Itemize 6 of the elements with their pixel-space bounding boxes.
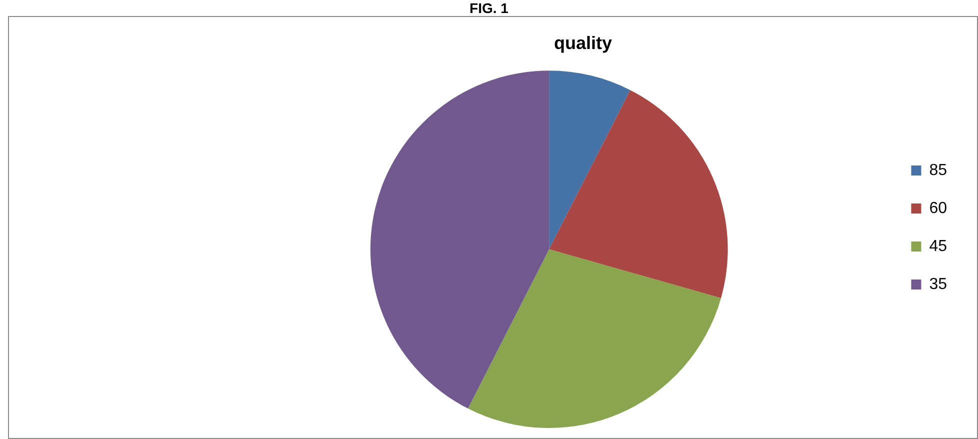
legend-label: 60 [929,200,948,217]
legend-label: 45 [929,238,948,255]
legend-label: 35 [929,276,948,293]
caption: FIG. 1 [468,0,510,16]
chart-title: quality [554,32,612,53]
legend-label: 85 [929,162,948,179]
